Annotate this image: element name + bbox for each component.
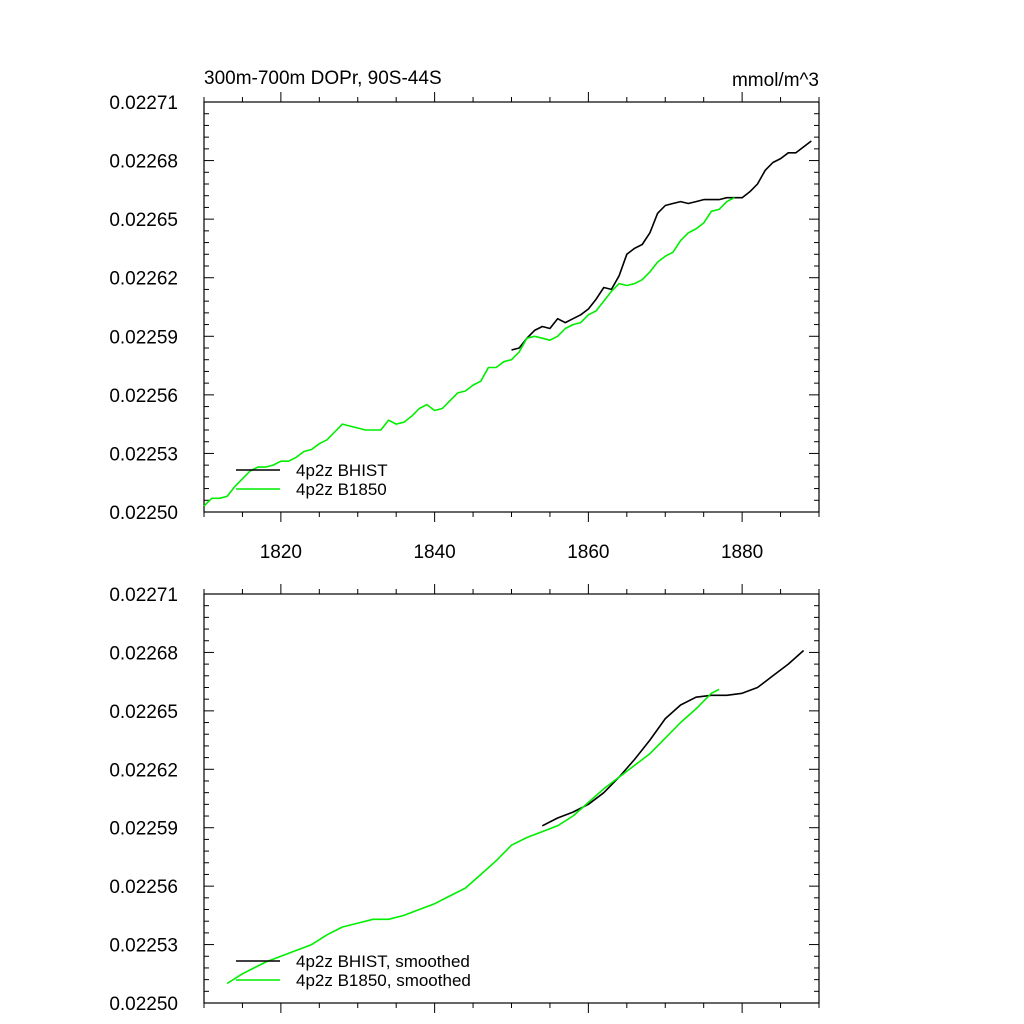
y-tick-label: 0.02253 (109, 444, 178, 465)
y-tick-label: 0.02271 (109, 585, 178, 606)
y-tick-label: 0.02265 (109, 702, 178, 723)
y-tick-label: 0.02253 (109, 936, 178, 957)
y-tick-label: 0.02259 (109, 327, 178, 348)
y-tick-label: 0.02262 (109, 760, 178, 781)
legend-label: 4p2z B1850, smoothed (296, 971, 471, 990)
y-tick-label: 0.02250 (109, 994, 178, 1015)
legend-label: 4p2z BHIST (296, 461, 388, 480)
y-tick-label: 0.02256 (109, 877, 178, 898)
top-panel-title: 300m-700m DOPr, 90S-44S (204, 68, 442, 89)
top-panel-axes: 0.02250 0.02253 0.02256 0.02259 0.02262 0.022… (109, 92, 820, 563)
y-tick-label: 0.02262 (109, 269, 178, 290)
y-tick-label: 0.02265 (109, 210, 178, 231)
bottom-panel: 0.02250 0.02253 0.02256 0.02259 0.02262 0.022… (109, 584, 820, 1015)
y-tick-label: 0.02259 (109, 819, 178, 840)
series-line-b1850 (226, 688, 720, 985)
series-line-b1850 (203, 196, 735, 507)
y-tick-label: 0.02271 (109, 93, 178, 114)
x-tick-label: 1820 (260, 542, 302, 563)
series-line-bhist (511, 140, 812, 351)
bottom-panel-axes: 0.02250 0.02253 0.02256 0.02259 0.02262 0.022… (109, 584, 820, 1015)
bottom-panel-series (226, 649, 805, 985)
top-panel-units: mmol/m^3 (732, 70, 819, 91)
y-tick-label: 0.02268 (109, 152, 178, 173)
legend-label: 4p2z B1850 (296, 480, 387, 499)
y-tick-label: 0.02250 (109, 503, 178, 524)
y-tick-label: 0.02256 (109, 386, 178, 407)
x-tick-label: 1880 (721, 542, 763, 563)
y-tick-label: 0.02268 (109, 643, 178, 664)
top-panel-series (203, 140, 812, 507)
x-tick-label: 1840 (413, 542, 455, 563)
top-panel: 300m-700m DOPr, 90S-44S mmol/m^3 0.02250… (109, 68, 820, 563)
legend-label: 4p2z BHIST, smoothed (296, 952, 470, 971)
x-tick-label: 1860 (567, 542, 609, 563)
